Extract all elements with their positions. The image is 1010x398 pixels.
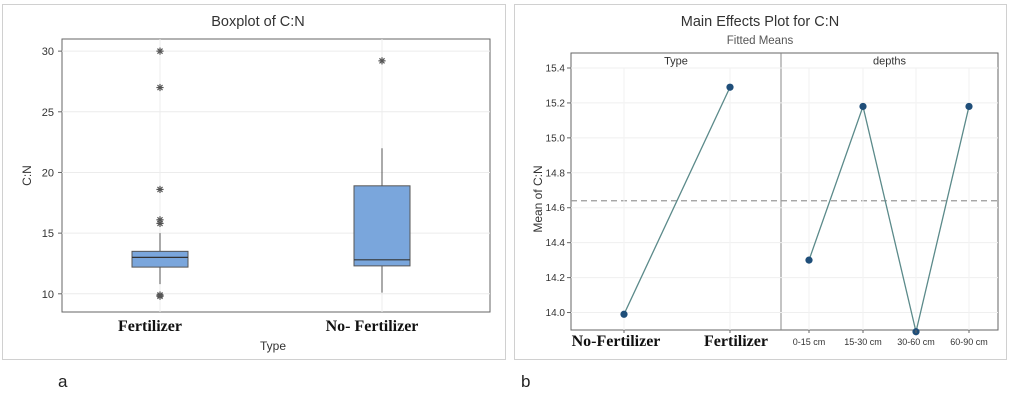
effects-subtitle: Fitted Means	[727, 35, 794, 47]
effects-category-label: Fertilizer	[704, 333, 768, 350]
boxplot-chart: Boxplot of C:N 10 15 20 25 30 C:N Fertilizer No-…	[20, 14, 491, 353]
effects-panel-depths: depths 0-15 cm 15-30 cm 30-60 cm 60-90 cm	[793, 56, 988, 348]
boxplot-plot-area	[61, 38, 491, 313]
panel-label-b: b	[521, 372, 531, 391]
box-iqr	[353, 185, 411, 267]
effects-ytick-label: 14.4	[546, 238, 566, 249]
effects-ytick-label: 15.2	[546, 98, 566, 109]
effects-panel-type: Type No-Fertilizer Fertilizer	[572, 56, 768, 351]
boxplot-ytick-label: 25	[42, 107, 54, 119]
effects-y-axis-label: Mean of C:N	[531, 165, 545, 232]
effects-point	[805, 256, 813, 264]
effects-category-label: 15-30 cm	[844, 337, 882, 347]
box-outlier-stroke	[379, 57, 385, 64]
effects-point	[859, 102, 867, 111]
boxplot-x-axis-label: Type	[260, 339, 286, 353]
boxplot-category-label: No- Fertilizer	[326, 318, 419, 335]
box-outlier	[156, 291, 164, 299]
effects-series-line	[808, 104, 970, 332]
panel-label-a: a	[58, 372, 68, 391]
boxplot-ytick-label: 20	[42, 167, 54, 179]
boxplot-category-label: Fertilizer	[118, 318, 182, 335]
effects-plot-area	[570, 52, 999, 331]
box-outlier	[156, 216, 164, 224]
boxplot-ytick-label: 10	[42, 289, 54, 301]
main-effects-chart: Main Effects Plot for C:N Fitted Means 14.…	[531, 14, 999, 351]
effects-category-label: 30-60 cm	[897, 337, 935, 347]
effects-point	[965, 102, 973, 111]
effects-category-label: 0-15 cm	[793, 337, 826, 347]
boxplot-y-axis-label: C:N	[20, 165, 34, 186]
boxplot-ytick-label: 30	[42, 46, 54, 58]
effects-ytick-label: 14.2	[546, 273, 566, 284]
effects-ytick-label: 14.6	[546, 203, 566, 214]
effects-ytick-label: 14.8	[546, 168, 566, 179]
box-iqr	[131, 250, 189, 268]
box-outlier	[156, 83, 164, 92]
effects-ytick-label: 15.0	[546, 133, 566, 144]
effects-series-line	[623, 86, 731, 315]
effects-category-label: 60-90 cm	[950, 337, 988, 347]
effects-ytick-label: 14.0	[546, 308, 566, 319]
box-outlier	[156, 185, 164, 194]
box-outlier-stroke	[157, 186, 163, 193]
effects-point	[620, 310, 628, 318]
box-outlier-stroke	[157, 292, 163, 298]
effects-panel-title: Type	[664, 56, 688, 68]
box-outlier	[378, 57, 386, 65]
effects-title: Main Effects Plot for C:N	[681, 14, 839, 30]
boxplot-title: Boxplot of C:N	[211, 14, 305, 30]
effects-ytick-label: 15.4	[546, 64, 566, 75]
box-outlier-stroke	[157, 84, 163, 91]
effects-point	[726, 83, 734, 91]
box-fertilizer	[131, 47, 189, 300]
box-no-fertilizer	[353, 57, 411, 293]
effects-panel-header	[570, 52, 999, 69]
effects-category-label: No-Fertilizer	[572, 333, 661, 350]
box-outlier	[156, 47, 164, 55]
box-outlier-stroke	[157, 48, 163, 55]
effects-panel-title: depths	[873, 56, 907, 68]
boxplot-ytick-label: 15	[42, 228, 54, 240]
box-outlier-stroke	[157, 216, 163, 223]
